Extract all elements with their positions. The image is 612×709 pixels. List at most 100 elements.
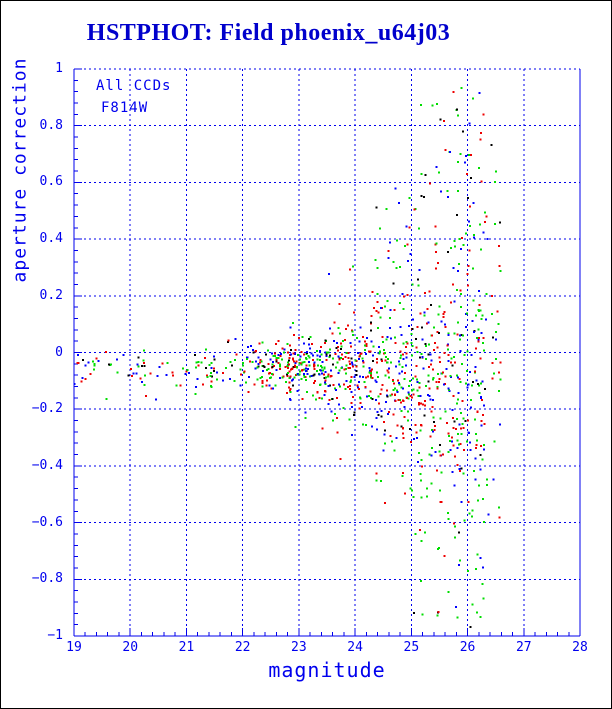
data-point	[336, 341, 339, 344]
data-point	[186, 368, 189, 371]
data-point	[358, 387, 360, 390]
data-point	[267, 368, 270, 370]
data-point	[407, 410, 410, 413]
data-point	[447, 360, 450, 362]
data-point	[428, 290, 431, 293]
x-tick-label: 24	[347, 640, 363, 655]
data-point	[299, 358, 302, 361]
data-point	[456, 432, 459, 435]
data-point	[187, 371, 190, 374]
annotation-all-ccds: All CCDs	[96, 78, 172, 94]
data-point	[320, 364, 323, 367]
data-point	[401, 427, 404, 430]
data-point	[479, 468, 482, 471]
data-point	[184, 373, 187, 376]
data-point	[327, 375, 330, 378]
data-point	[158, 366, 161, 369]
data-point	[434, 451, 437, 454]
data-point	[325, 353, 328, 356]
data-point	[336, 349, 339, 352]
data-point	[460, 334, 463, 336]
data-point	[324, 351, 327, 354]
data-point	[353, 375, 356, 378]
data-point	[431, 104, 434, 107]
data-point	[300, 351, 303, 354]
data-point	[380, 409, 383, 412]
data-point	[460, 500, 463, 503]
data-point	[463, 519, 466, 522]
data-point	[375, 381, 378, 383]
data-point	[495, 357, 497, 360]
data-point	[361, 360, 364, 363]
data-point	[139, 377, 142, 380]
data-point	[362, 361, 365, 364]
data-point	[93, 368, 96, 371]
data-point	[300, 363, 303, 366]
data-point	[235, 353, 238, 356]
data-point	[255, 360, 257, 363]
data-point	[336, 396, 338, 399]
data-point	[434, 267, 437, 270]
data-point	[325, 355, 328, 358]
data-point	[289, 387, 292, 390]
data-point	[286, 351, 289, 354]
data-point	[410, 440, 412, 443]
data-point	[451, 436, 454, 439]
data-point	[424, 292, 426, 295]
data-point	[329, 369, 332, 372]
data-point	[491, 295, 494, 298]
data-point	[381, 336, 384, 338]
data-point	[432, 416, 435, 419]
data-point	[456, 446, 459, 449]
data-point	[415, 364, 418, 367]
data-point	[295, 360, 298, 363]
data-point	[305, 390, 308, 393]
data-point	[456, 333, 459, 336]
data-point	[370, 372, 373, 375]
data-point	[360, 405, 363, 408]
data-point	[397, 398, 400, 401]
data-point	[259, 361, 262, 364]
data-point	[389, 361, 392, 364]
data-point	[462, 417, 465, 420]
data-point	[246, 358, 249, 361]
data-point	[401, 366, 404, 369]
data-point	[275, 343, 278, 346]
data-point	[327, 384, 330, 387]
data-point	[396, 389, 398, 392]
x-tick-label: 19	[66, 640, 82, 655]
data-point	[292, 352, 295, 355]
data-point	[399, 356, 402, 359]
data-point	[353, 411, 356, 414]
data-point	[410, 342, 413, 345]
data-point	[321, 360, 324, 363]
data-point	[210, 366, 213, 369]
data-point	[137, 356, 140, 359]
data-point	[371, 397, 374, 400]
data-point	[400, 370, 403, 373]
data-point	[362, 375, 364, 378]
data-point	[129, 368, 132, 371]
data-point	[447, 348, 449, 351]
data-point	[457, 376, 459, 379]
data-point	[427, 321, 430, 324]
data-point	[261, 385, 264, 388]
data-point	[377, 414, 380, 417]
data-point	[95, 357, 98, 360]
data-point	[357, 352, 360, 355]
data-point	[290, 368, 292, 371]
data-point	[459, 427, 462, 430]
y-tick-label: −0.8	[31, 571, 63, 587]
data-point	[394, 399, 397, 402]
data-point	[403, 406, 406, 409]
data-point	[449, 440, 451, 443]
data-point	[374, 398, 377, 401]
data-point	[324, 370, 327, 373]
data-point	[472, 267, 475, 270]
data-point	[482, 444, 485, 447]
data-point	[438, 380, 441, 383]
data-point	[82, 358, 84, 361]
data-point	[179, 384, 182, 387]
data-point	[457, 161, 459, 164]
data-point	[476, 382, 479, 385]
